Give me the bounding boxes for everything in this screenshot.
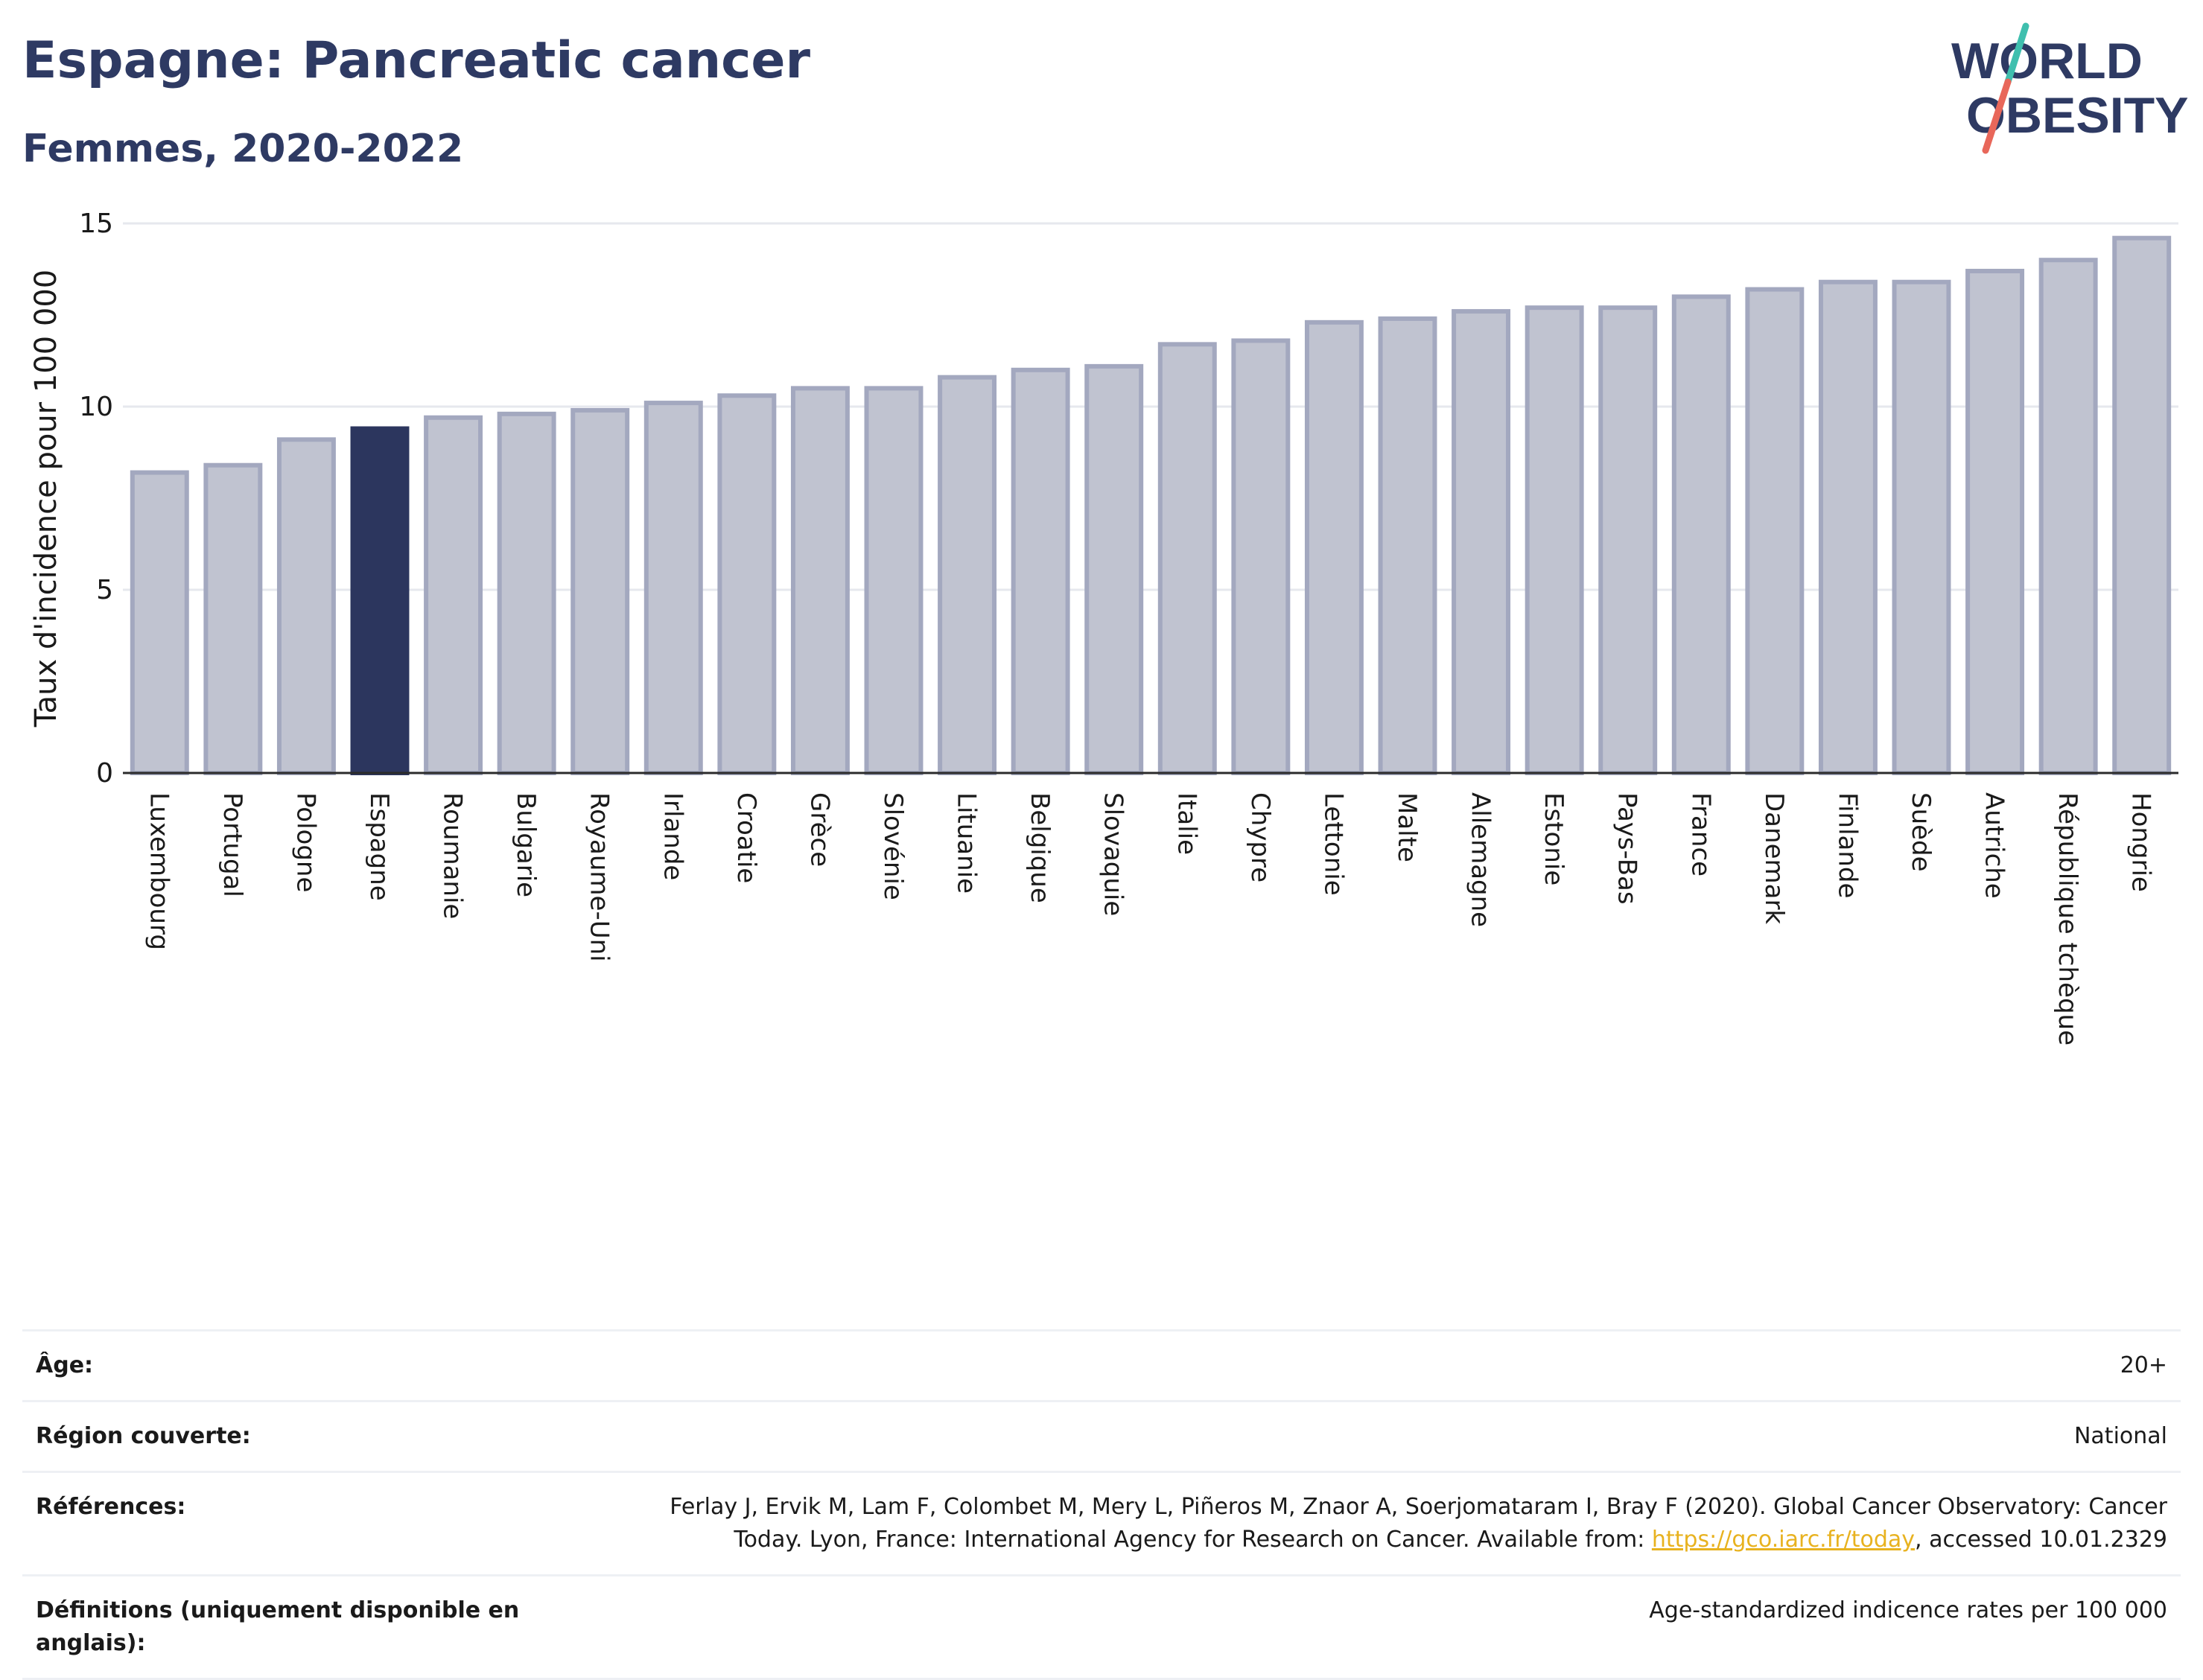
references-link[interactable]: https://gco.iarc.fr/today bbox=[1651, 1527, 1916, 1553]
bar-belgique bbox=[1011, 367, 1070, 775]
meta-label-age: Âge: bbox=[36, 1352, 94, 1378]
x-tick-label: Estonie bbox=[1539, 792, 1568, 885]
world-obesity-logo: WORLD OBESITY bbox=[1951, 22, 2189, 154]
x-tick-label: Grèce bbox=[804, 792, 834, 867]
y-tick-label: 10 bbox=[79, 392, 113, 422]
x-tick-label: France bbox=[1685, 792, 1715, 876]
bar-lituanie bbox=[938, 375, 997, 775]
x-tick-label: Chypre bbox=[1245, 792, 1275, 882]
bar-espagne bbox=[350, 426, 410, 776]
logo-text-line1: WORLD bbox=[1951, 33, 2143, 89]
x-tick-label: Irlande bbox=[658, 792, 687, 880]
meta-value-age: 20+ bbox=[2120, 1352, 2167, 1378]
bar-france bbox=[1671, 294, 1731, 775]
bar-hongrie bbox=[2112, 235, 2172, 775]
bar-luxembourg bbox=[130, 470, 189, 775]
references-suffix: , accessed 10.01.2329 bbox=[1915, 1527, 2167, 1553]
bar-pologne bbox=[276, 437, 336, 776]
x-tick-label: Lettonie bbox=[1318, 792, 1348, 896]
chart-subtitle: Femmes, 2020-2022 bbox=[22, 127, 464, 171]
meta-row-references: Références: Ferlay J, Ervik M, Lam F, Co… bbox=[22, 1471, 2181, 1574]
bar-royaume-uni bbox=[570, 407, 630, 775]
metadata-table: Âge: 20+ Région couverte: National Référ… bbox=[22, 1329, 2181, 1680]
x-tick-label: Portugal bbox=[217, 792, 247, 897]
references-text: Ferlay J, Ervik M, Lam F, Colombet M, Me… bbox=[670, 1494, 2167, 1553]
x-tick-label: Roumanie bbox=[438, 792, 468, 919]
bar-malte bbox=[1378, 316, 1437, 776]
x-tick-label: Pologne bbox=[290, 792, 320, 892]
y-tick-label: 0 bbox=[96, 758, 113, 789]
bar-grèce bbox=[790, 386, 850, 775]
bar-chypre bbox=[1231, 338, 1291, 775]
x-tick-label: Belgique bbox=[1025, 792, 1055, 903]
meta-value-definitions: Age-standardized indicence rates per 100… bbox=[1649, 1597, 2167, 1623]
x-tick-label: Slovaquie bbox=[1099, 792, 1128, 916]
bar-danemark bbox=[1745, 287, 1805, 775]
meta-row-definitions: Définitions (uniquement disponible en an… bbox=[22, 1574, 2181, 1680]
x-tick-label: Autriche bbox=[1980, 792, 2009, 899]
x-tick-label: Allemagne bbox=[1466, 792, 1495, 927]
bar-italie bbox=[1157, 342, 1217, 775]
x-tick-label: Bulgarie bbox=[511, 792, 541, 897]
y-tick-label: 5 bbox=[96, 575, 113, 605]
meta-row-region: Région couverte: National bbox=[22, 1400, 2181, 1471]
bar-république-tchèque bbox=[2038, 258, 2098, 775]
x-tick-label: Luxembourg bbox=[144, 792, 174, 950]
logo-slash-red bbox=[1982, 78, 2012, 154]
meta-row-age: Âge: 20+ bbox=[22, 1329, 2181, 1400]
bar-irlande bbox=[643, 401, 703, 776]
x-tick-label: Lituanie bbox=[952, 792, 982, 894]
bar-finlande bbox=[1818, 279, 1878, 776]
x-tick-label: Slovénie bbox=[878, 792, 908, 900]
x-tick-label: Royaume-Uni bbox=[585, 792, 614, 962]
meta-label-region: Région couverte: bbox=[36, 1423, 251, 1449]
x-tick-label: Hongrie bbox=[2126, 792, 2156, 892]
bar-autriche bbox=[1965, 268, 2025, 775]
bar-slovaquie bbox=[1084, 363, 1144, 775]
meta-label-references: Références: bbox=[36, 1494, 186, 1520]
x-tick-label: Espagne bbox=[364, 792, 394, 901]
bar-lettonie bbox=[1304, 319, 1364, 775]
bar-slovénie bbox=[864, 386, 924, 775]
x-tick-label: Finlande bbox=[1832, 792, 1862, 898]
x-tick-label: Italie bbox=[1172, 792, 1201, 855]
meta-label-definitions: Définitions (uniquement disponible en an… bbox=[36, 1597, 520, 1656]
chart-title: Espagne: Pancreatic cancer bbox=[22, 31, 811, 90]
logo-slash-teal bbox=[2004, 22, 2029, 86]
x-tick-label: Danemark bbox=[1759, 792, 1789, 924]
meta-value-references: Ferlay J, Ervik M, Lam F, Colombet M, Me… bbox=[603, 1491, 2167, 1556]
bar-estonie bbox=[1525, 305, 1584, 776]
y-axis-label: Taux d'incidence pour 100 000 bbox=[29, 270, 63, 728]
y-tick-label: 15 bbox=[79, 209, 113, 239]
meta-value-region: National bbox=[2073, 1423, 2167, 1449]
x-tick-label: Pays-Bas bbox=[1612, 792, 1642, 905]
bar-croatie bbox=[717, 393, 777, 775]
x-tick-label: Croatie bbox=[731, 792, 761, 883]
x-tick-label: République tchèque bbox=[2053, 792, 2082, 1046]
bar-pays-bas bbox=[1598, 305, 1658, 776]
bar-chart: 0 5 10 15 Taux d'incidence pour 100 000 Luxem… bbox=[29, 209, 2178, 1046]
bar-roumanie bbox=[424, 415, 483, 775]
x-tick-label: Suède bbox=[1906, 792, 1936, 872]
bar-allemagne bbox=[1452, 309, 1511, 775]
x-tick-label: Malte bbox=[1392, 792, 1422, 862]
bar-bulgarie bbox=[497, 411, 556, 776]
bar-suède bbox=[1892, 279, 1951, 776]
bar-portugal bbox=[203, 462, 263, 775]
